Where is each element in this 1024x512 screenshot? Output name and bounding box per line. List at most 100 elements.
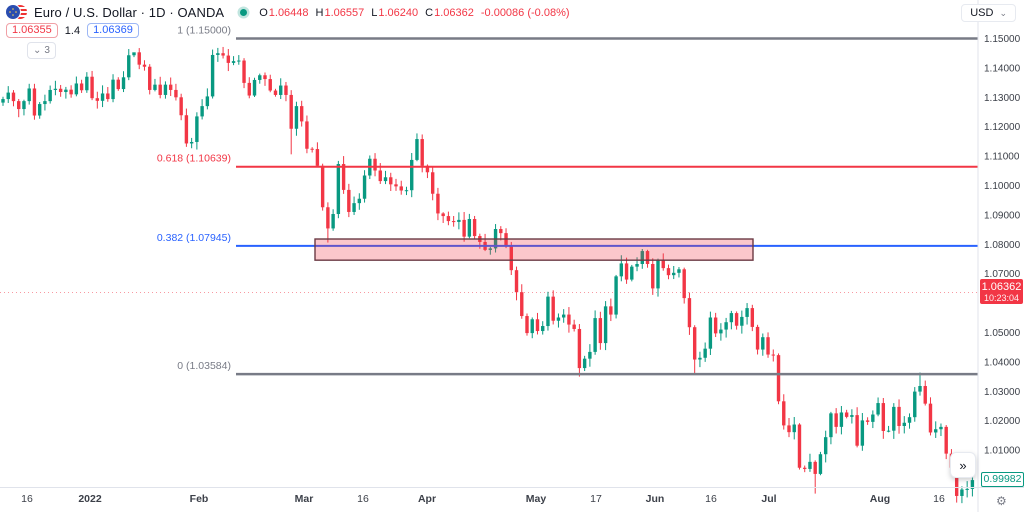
candle[interactable] — [619, 263, 624, 277]
candle[interactable] — [761, 337, 765, 350]
candle[interactable] — [410, 159, 414, 191]
candle[interactable] — [614, 276, 618, 315]
candle[interactable] — [189, 141, 194, 144]
candle[interactable] — [100, 93, 105, 101]
candle[interactable] — [64, 89, 68, 93]
candle[interactable] — [656, 259, 660, 289]
candle[interactable] — [210, 54, 215, 97]
candle[interactable] — [729, 313, 734, 323]
candle[interactable] — [326, 207, 330, 229]
candle[interactable] — [572, 324, 576, 329]
candle[interactable] — [32, 88, 37, 116]
candle[interactable] — [913, 391, 917, 418]
candle[interactable] — [823, 437, 828, 455]
candle[interactable] — [310, 148, 314, 150]
candle[interactable] — [331, 214, 335, 229]
candle[interactable] — [514, 270, 519, 293]
time-axis-gear-icon[interactable]: ⚙ — [996, 494, 1007, 508]
candle[interactable] — [630, 266, 634, 280]
candle[interactable] — [860, 420, 865, 446]
candle[interactable] — [850, 415, 854, 417]
candle[interactable] — [520, 292, 524, 317]
candle[interactable] — [577, 328, 582, 369]
candle[interactable] — [451, 221, 456, 223]
candle[interactable] — [43, 101, 47, 105]
alert-price-badge-blue[interactable]: 1.06369 — [87, 23, 139, 38]
candle[interactable] — [127, 55, 131, 78]
candle[interactable] — [205, 96, 210, 107]
currency-selector[interactable]: USD ⌄ — [961, 4, 1016, 22]
candle[interactable] — [37, 104, 42, 116]
candle[interactable] — [923, 386, 927, 404]
candle[interactable] — [593, 318, 597, 352]
candle[interactable] — [750, 308, 755, 327]
candle[interactable] — [174, 89, 178, 98]
candle[interactable] — [430, 172, 435, 194]
candle[interactable] — [1, 99, 5, 103]
candle[interactable] — [902, 422, 906, 426]
candle[interactable] — [273, 90, 278, 95]
candle[interactable] — [556, 317, 561, 321]
candle[interactable] — [373, 158, 377, 171]
candle[interactable] — [48, 89, 52, 102]
candle[interactable] — [425, 165, 430, 173]
candle[interactable] — [724, 322, 728, 330]
candle[interactable] — [404, 190, 409, 192]
candle[interactable] — [74, 83, 79, 95]
candle[interactable] — [918, 386, 922, 392]
candle[interactable] — [719, 329, 723, 334]
candle[interactable] — [855, 415, 859, 446]
candle[interactable] — [221, 53, 225, 56]
candle[interactable] — [247, 82, 251, 96]
candle[interactable] — [871, 414, 875, 422]
candle[interactable] — [771, 354, 775, 356]
candle[interactable] — [551, 296, 555, 321]
candle[interactable] — [457, 219, 461, 222]
candle[interactable] — [954, 467, 959, 496]
candle[interactable] — [415, 139, 419, 160]
candle[interactable] — [258, 75, 262, 80]
candle[interactable] — [944, 426, 948, 454]
candle[interactable] — [153, 84, 157, 90]
candle[interactable] — [886, 430, 891, 432]
candle[interactable] — [651, 263, 655, 289]
candle[interactable] — [561, 314, 566, 318]
candle[interactable] — [420, 139, 424, 166]
candle[interactable] — [834, 413, 838, 427]
candle[interactable] — [242, 60, 246, 83]
candle[interactable] — [509, 246, 513, 271]
candle[interactable] — [116, 79, 120, 90]
candle[interactable] — [782, 401, 786, 426]
candle[interactable] — [90, 76, 94, 99]
candle[interactable] — [6, 92, 10, 100]
candle[interactable] — [499, 229, 503, 234]
candle[interactable] — [488, 248, 493, 250]
current-price-badge[interactable]: 1.06362 10:23:04 — [980, 279, 1023, 305]
candle[interactable] — [734, 313, 739, 326]
candle[interactable] — [184, 115, 189, 144]
candle[interactable] — [11, 92, 16, 102]
candle[interactable] — [635, 263, 639, 267]
fib-retracement-tool[interactable]: 1 (1.15000) 0.618 (1.10639) 0.382 (1.07945… — [157, 25, 978, 376]
candle[interactable] — [111, 79, 115, 100]
candle[interactable] — [284, 85, 288, 95]
candle[interactable] — [672, 272, 676, 276]
candle[interactable] — [703, 348, 707, 358]
candle[interactable] — [216, 53, 220, 55]
candle[interactable] — [928, 403, 933, 433]
candle[interactable] — [315, 149, 320, 166]
candle[interactable] — [970, 480, 975, 489]
candle[interactable] — [755, 326, 760, 350]
candle[interactable] — [399, 186, 403, 191]
candle[interactable] — [677, 269, 681, 273]
candle[interactable] — [640, 251, 644, 264]
candle[interactable] — [766, 337, 770, 355]
candle[interactable] — [441, 213, 445, 217]
candle[interactable] — [682, 269, 686, 299]
candle[interactable] — [95, 98, 100, 101]
candle[interactable] — [299, 106, 304, 122]
alert-price-badge-red[interactable]: 1.06355 — [6, 23, 58, 38]
candle[interactable] — [661, 259, 665, 269]
candle[interactable] — [844, 412, 849, 417]
